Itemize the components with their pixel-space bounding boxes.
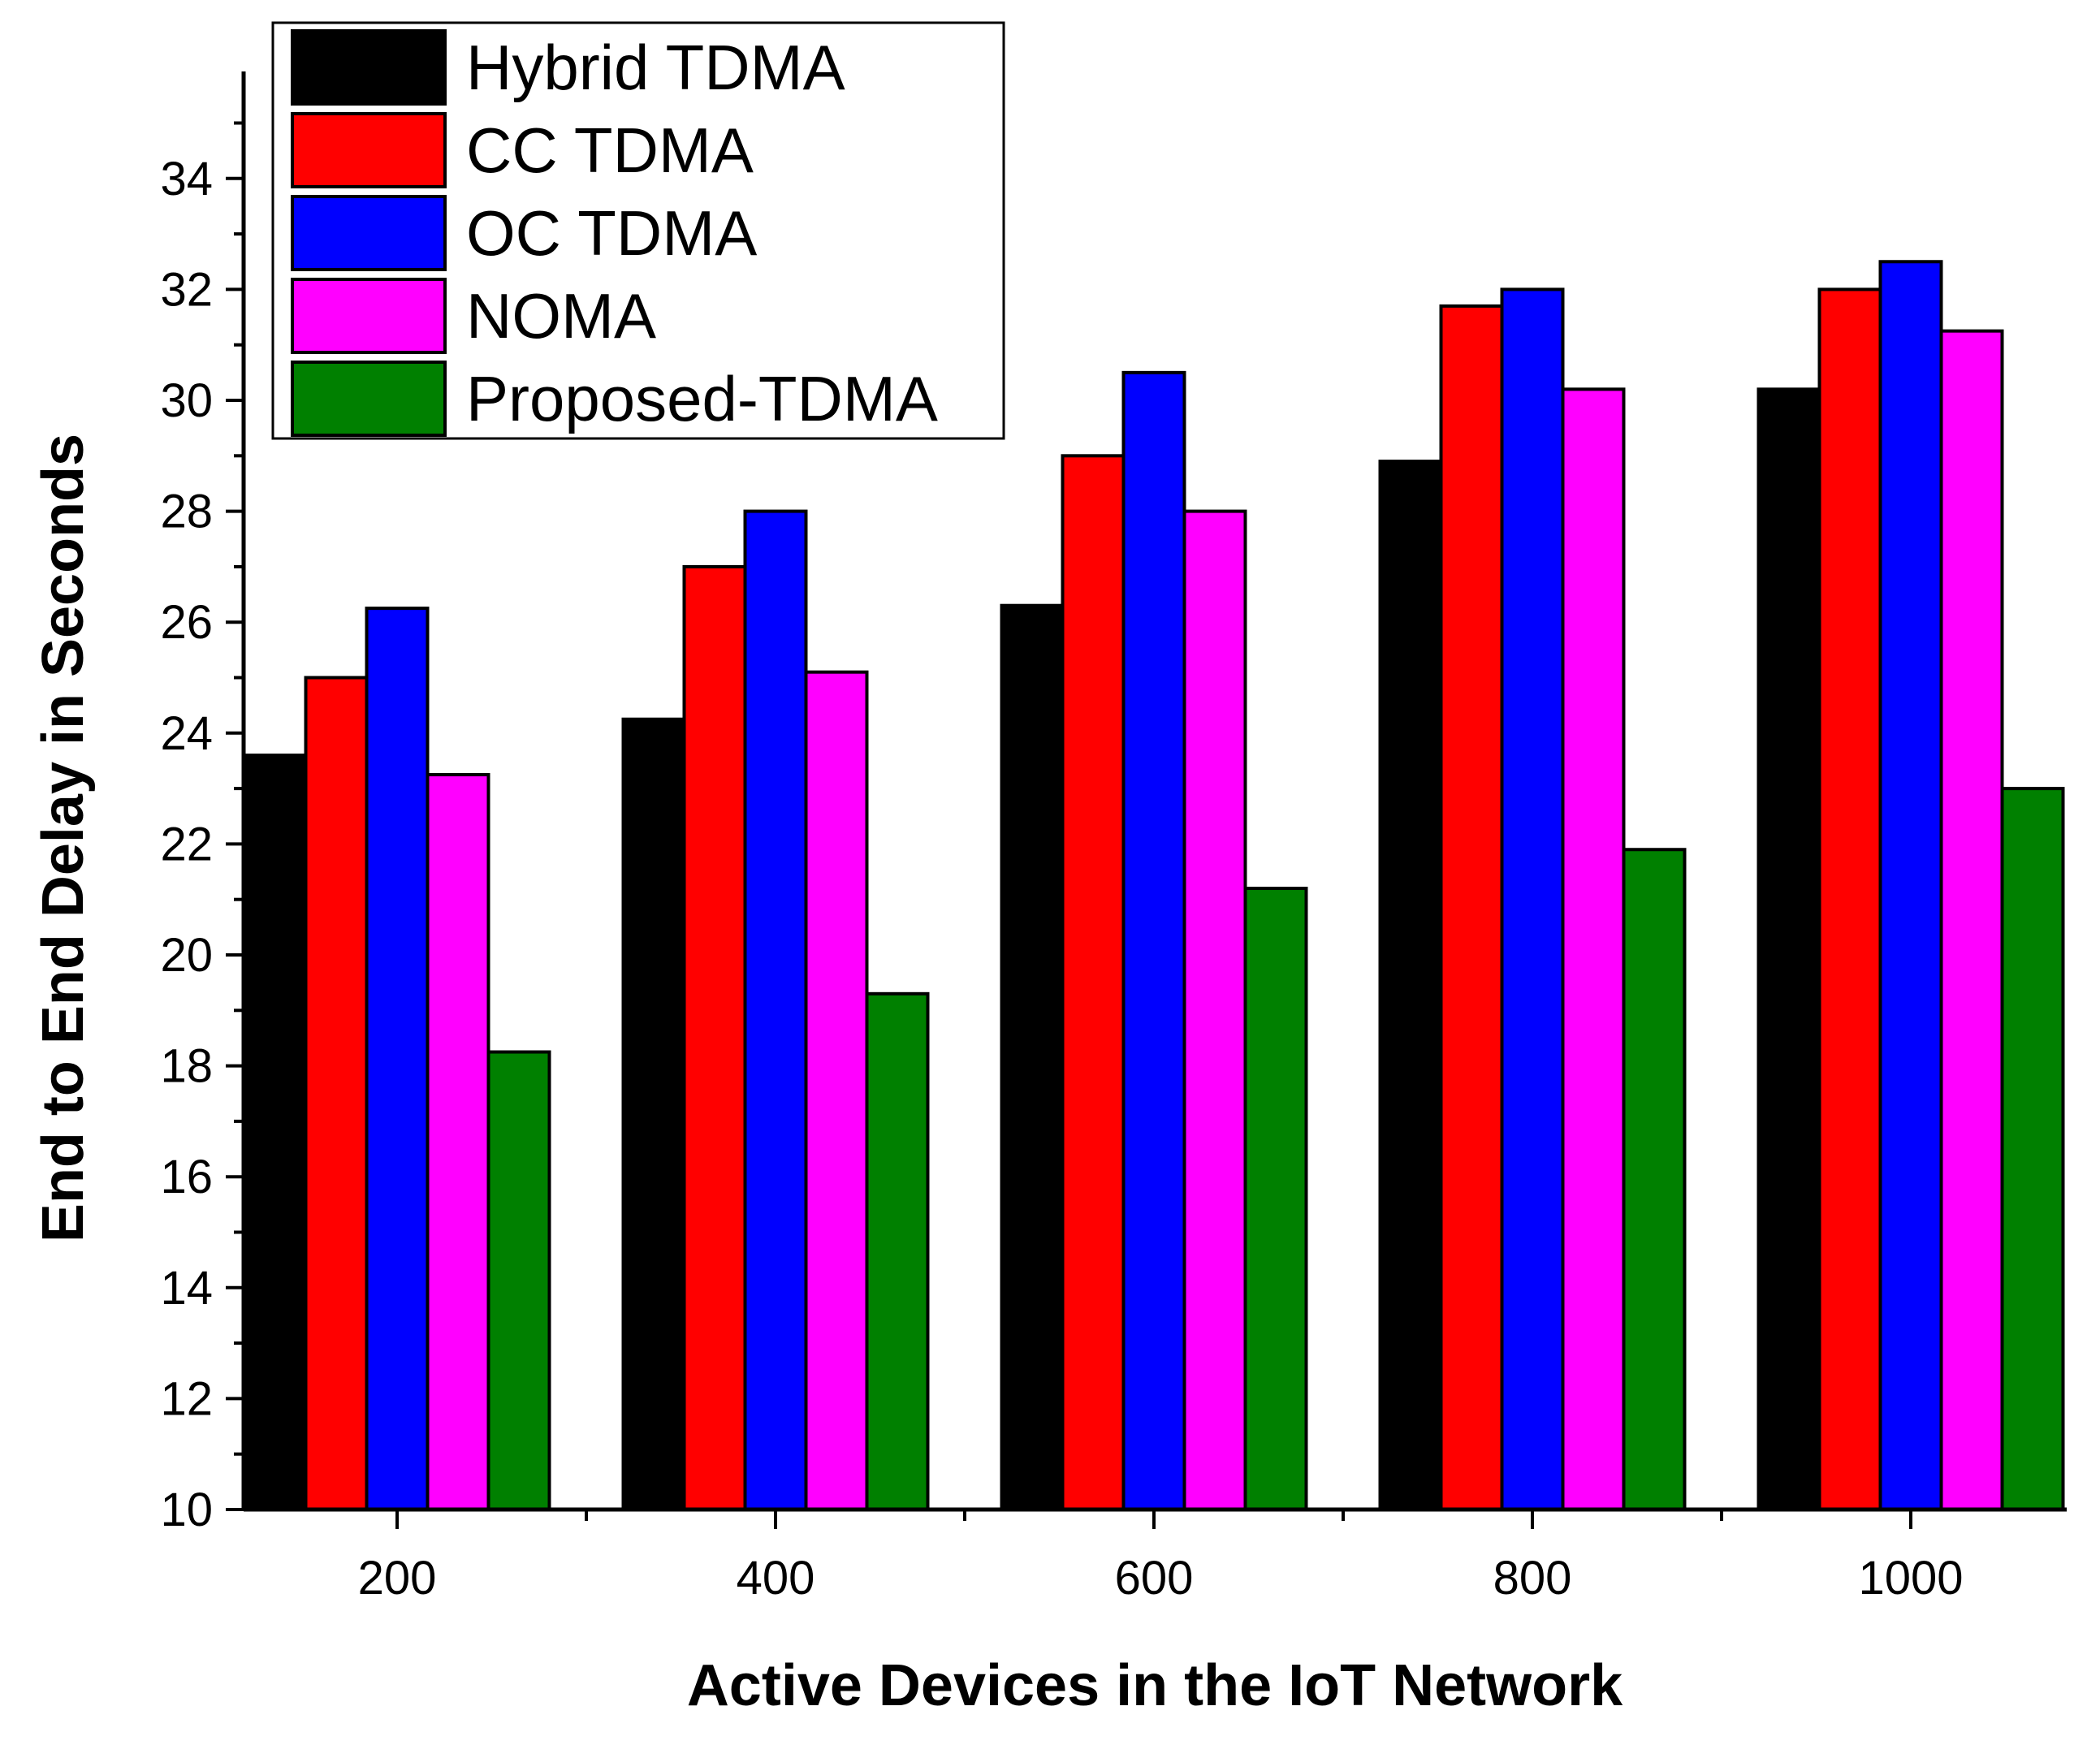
legend-swatch-oc-tdma — [291, 195, 447, 271]
bar-oc-tdma-400 — [743, 509, 808, 1511]
bar-noma-1000 — [1939, 329, 2004, 1511]
legend-swatch-noma — [291, 278, 447, 354]
bar-noma-200 — [426, 773, 490, 1511]
bar-cc-tdma-600 — [1061, 454, 1126, 1511]
y-tick-label: 30 — [160, 374, 213, 427]
bar-proposed-tdma-200 — [486, 1050, 551, 1511]
y-tick-label: 34 — [160, 153, 213, 205]
legend-label: OC TDMA — [466, 197, 757, 269]
bar-hybrid-tdma-800 — [1378, 460, 1443, 1511]
bar-proposed-tdma-1000 — [2000, 787, 2065, 1511]
bar-oc-tdma-1000 — [1878, 260, 1943, 1511]
bar-cc-tdma-800 — [1439, 304, 1504, 1511]
bar-cc-tdma-400 — [682, 564, 747, 1511]
bar-cc-tdma-1000 — [1817, 287, 1882, 1511]
bar-oc-tdma-200 — [365, 607, 430, 1511]
bar-hybrid-tdma-200 — [243, 754, 308, 1511]
legend: Hybrid TDMA CC TDMA OC TDMA NOMA Proposed-TD… — [271, 21, 1005, 440]
legend-label: NOMA — [466, 280, 656, 352]
bars-layer — [243, 260, 2065, 1512]
legend-swatch-proposed-tdma — [291, 361, 447, 437]
bar-proposed-tdma-800 — [1622, 848, 1687, 1511]
y-tick-label: 28 — [160, 486, 213, 538]
bar-proposed-tdma-600 — [1243, 887, 1308, 1512]
bar-noma-400 — [804, 670, 869, 1511]
y-tick-label: 14 — [160, 1262, 213, 1315]
y-tick-label: 18 — [160, 1040, 213, 1093]
y-tick-label: 16 — [160, 1151, 213, 1203]
y-tick-label: 10 — [160, 1484, 213, 1536]
bar-oc-tdma-600 — [1121, 370, 1186, 1512]
bar-proposed-tdma-400 — [865, 991, 930, 1512]
x-tick-label: 800 — [1493, 1552, 1572, 1605]
x-tick-label: 400 — [737, 1552, 815, 1605]
y-tick-label: 24 — [160, 707, 213, 760]
bar-hybrid-tdma-400 — [621, 717, 686, 1511]
x-tick-label: 200 — [358, 1552, 437, 1605]
legend-label: Hybrid TDMA — [466, 32, 845, 103]
legend-items: Hybrid TDMA CC TDMA OC TDMA NOMA Proposed-TD… — [291, 29, 938, 437]
legend-swatch-cc-tdma — [291, 112, 447, 188]
x-axis-title: Active Devices in the IoT Network — [687, 1653, 1623, 1718]
bar-noma-600 — [1182, 509, 1247, 1511]
bar-cc-tdma-200 — [304, 676, 369, 1511]
y-tick-label: 12 — [160, 1372, 213, 1425]
bar-hybrid-tdma-1000 — [1756, 387, 1821, 1512]
x-ticks: 200 400 600 800 1000 — [358, 1510, 1964, 1605]
y-ticks: 10 12 14 16 18 20 22 24 26 28 30 32 34 — [160, 121, 244, 1536]
y-tick-label: 26 — [160, 596, 213, 649]
bar-noma-800 — [1561, 387, 1626, 1512]
y-tick-label: 22 — [160, 818, 213, 870]
bar-hybrid-tdma-600 — [1000, 603, 1065, 1512]
legend-label: Proposed-TDMA — [466, 363, 938, 434]
legend-label: CC TDMA — [466, 114, 754, 186]
y-tick-label: 20 — [160, 929, 213, 982]
x-tick-label: 1000 — [1858, 1552, 1963, 1605]
y-tick-label: 32 — [160, 263, 213, 316]
x-tick-label: 600 — [1115, 1552, 1194, 1605]
bar-oc-tdma-800 — [1500, 287, 1565, 1511]
legend-swatch-hybrid-tdma — [291, 29, 447, 106]
y-axis-title: End to End Delay in Seconds — [31, 434, 96, 1242]
